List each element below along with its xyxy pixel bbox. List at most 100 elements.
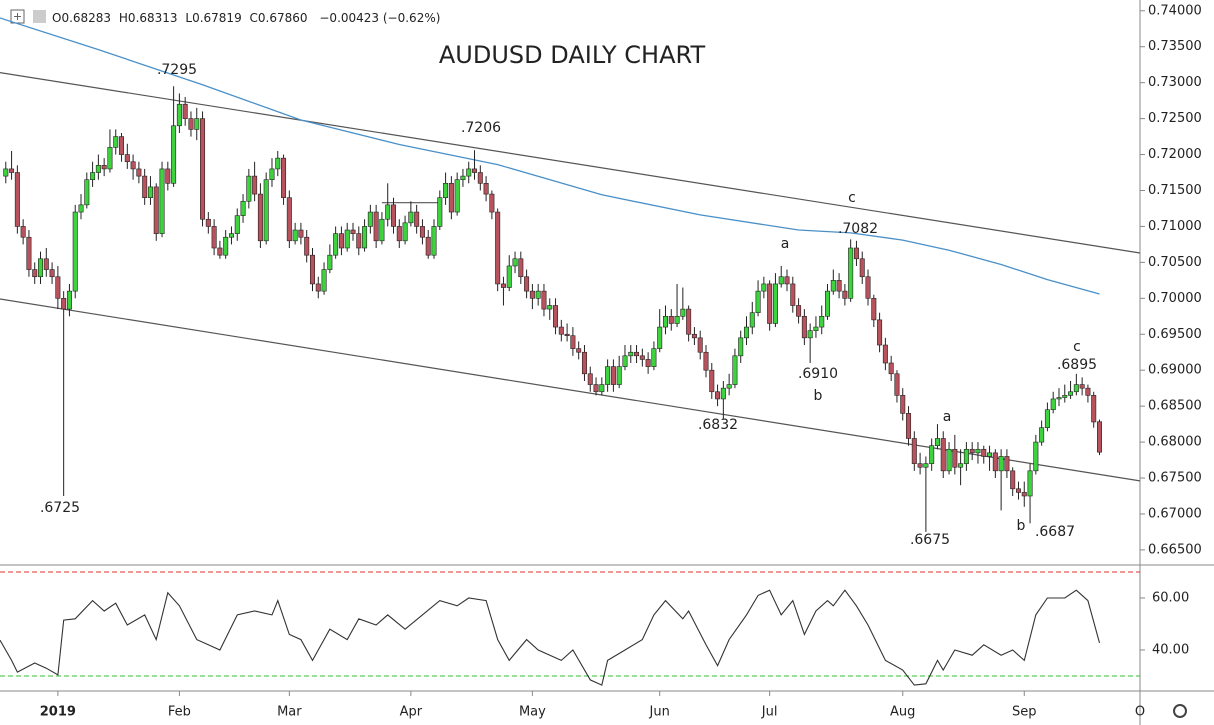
y-tick-label: 0.66500 <box>1148 542 1202 557</box>
candle-body <box>171 125 177 184</box>
candle-body <box>26 236 32 270</box>
candle-body <box>703 351 709 371</box>
x-tick-label: Aug <box>890 705 915 720</box>
candle-body <box>448 183 454 213</box>
candle-body <box>1091 395 1097 423</box>
candle-body <box>518 258 524 278</box>
candle-body <box>946 448 952 472</box>
candle-body <box>576 348 582 353</box>
candle-body <box>1085 387 1091 396</box>
candle-body <box>900 395 906 414</box>
candle-body <box>263 179 269 242</box>
annotation: c <box>848 190 856 206</box>
candle-body <box>460 175 466 181</box>
candle-body <box>535 290 541 299</box>
candle-body <box>720 387 726 400</box>
candle-body <box>882 344 888 364</box>
candle-body <box>338 233 344 249</box>
rsi-line <box>0 589 1101 686</box>
candle-body <box>784 276 790 285</box>
candle-body <box>153 186 159 234</box>
candle-body <box>281 157 287 198</box>
candle-body <box>309 254 315 285</box>
annotation: .7206 <box>461 120 501 136</box>
legend-low: L0.67819 <box>185 11 241 25</box>
candle-body <box>269 168 275 181</box>
annotation: .6895 <box>1057 357 1097 373</box>
legend-high: H0.68313 <box>119 11 178 25</box>
candle-body <box>726 384 732 389</box>
candle-body <box>749 312 755 328</box>
candle-body <box>379 218 385 242</box>
candle-body <box>657 326 663 349</box>
candle-body <box>385 204 391 220</box>
candle-body <box>859 258 865 278</box>
candle-body <box>639 355 645 360</box>
candle-body <box>136 168 142 177</box>
candle-body <box>113 136 119 148</box>
candle-body <box>767 283 773 324</box>
settings-icon[interactable] <box>1173 704 1187 718</box>
candle-body <box>124 154 130 163</box>
candle-body <box>3 168 9 177</box>
candle-body <box>130 161 136 170</box>
candle-body <box>275 157 281 170</box>
candle-body <box>90 172 96 181</box>
candle-body <box>240 200 246 216</box>
candle-body <box>680 308 686 317</box>
legend-change: −0.00423 (−0.62%) <box>319 11 440 25</box>
candle-body <box>396 226 402 242</box>
candle-body <box>853 247 859 260</box>
candle-body <box>934 438 940 446</box>
candle-body <box>119 136 125 155</box>
candle-body <box>414 211 420 227</box>
candle-body <box>958 463 964 468</box>
candle-body <box>975 448 981 454</box>
candle-body <box>1050 398 1056 411</box>
x-tick-label: Jun <box>649 705 670 720</box>
candle-body <box>830 280 836 292</box>
candle-body <box>605 366 611 385</box>
candle-body <box>929 445 935 464</box>
candle-body <box>813 326 819 331</box>
candle-body <box>1079 384 1085 389</box>
candle-body <box>772 283 778 324</box>
rsi-tick-label: 40.00 <box>1152 642 1189 657</box>
y-tick-label: 0.70500 <box>1148 255 1202 270</box>
x-tick-label: Mar <box>277 705 302 720</box>
candle-body <box>194 118 200 130</box>
candle-body <box>686 308 692 335</box>
candle-body <box>483 183 489 195</box>
candle-body <box>547 305 553 310</box>
y-tick-label: 0.73000 <box>1148 75 1202 90</box>
annotation: .6725 <box>40 500 80 516</box>
candle-body <box>55 276 61 299</box>
candle-body <box>466 168 472 177</box>
moving-average <box>0 17 1100 295</box>
candle-body <box>1096 421 1102 453</box>
candle-body <box>1056 397 1062 400</box>
candle-body <box>1021 492 1027 497</box>
candle-body <box>524 276 530 292</box>
candle-body <box>252 175 258 195</box>
toolbar-icon[interactable] <box>33 10 46 23</box>
candle-body <box>182 103 188 119</box>
candle-body <box>981 448 987 457</box>
y-tick-label: 0.69000 <box>1148 363 1202 378</box>
candle-body <box>443 183 449 198</box>
candle-body <box>223 236 229 256</box>
candle-body <box>778 276 784 285</box>
annotation: c <box>1073 339 1081 355</box>
candle-body <box>801 315 807 339</box>
candle-body <box>952 448 958 468</box>
candle-body <box>356 233 362 249</box>
candle-body <box>911 438 917 464</box>
candle-body <box>437 197 443 227</box>
y-tick-label: 0.73500 <box>1148 39 1202 54</box>
y-tick-label: 0.74000 <box>1148 3 1202 18</box>
chart-title: AUDUSD DAILY CHART <box>439 41 706 69</box>
candle-body <box>1015 488 1021 493</box>
candle-body <box>616 366 622 385</box>
annotation: .6910 <box>798 366 838 382</box>
